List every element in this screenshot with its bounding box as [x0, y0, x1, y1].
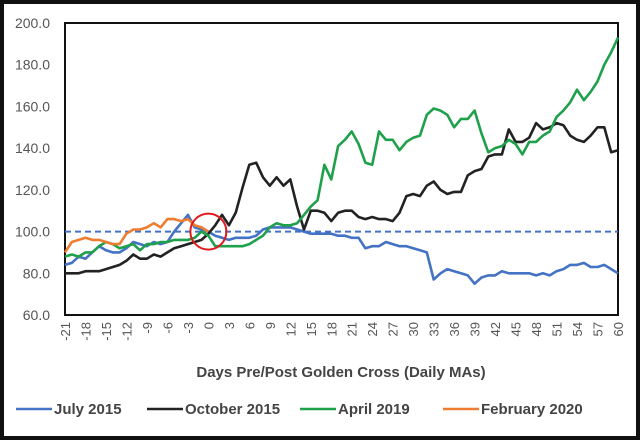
legend-label: February 2020: [481, 401, 583, 418]
y-tick-label: 60.0: [23, 307, 50, 323]
legend-label: July 2015: [54, 401, 122, 418]
x-tick-label: 42: [488, 322, 503, 336]
x-tick-label: 60: [611, 322, 626, 336]
legend-item: February 2020: [443, 401, 583, 418]
x-tick-label: 18: [324, 322, 339, 336]
x-tick-label: -15: [99, 322, 114, 341]
legend-label: April 2019: [338, 401, 410, 418]
y-tick-label: 100.0: [15, 224, 50, 240]
legend-item: October 2015: [147, 401, 280, 418]
y-tick-label: 140.0: [15, 140, 50, 156]
legend-item: July 2015: [16, 401, 122, 418]
x-tick-label: -21: [58, 322, 73, 341]
golden-cross-marker-circle: [189, 212, 228, 251]
x-tick-label: 57: [591, 322, 606, 336]
legend-item: April 2019: [300, 401, 410, 418]
y-tick-label: 120.0: [15, 182, 50, 198]
y-tick-label: 160.0: [15, 98, 50, 114]
x-tick-label: -18: [78, 322, 93, 341]
x-tick-label: 33: [427, 322, 442, 336]
x-tick-label: 24: [365, 322, 380, 336]
plot-area: [64, 22, 619, 316]
legend-label: October 2015: [185, 401, 280, 418]
x-tick-label: 27: [386, 322, 401, 336]
y-tick-label: 200.0: [15, 15, 50, 31]
x-tick-label: 30: [406, 322, 421, 336]
x-tick-label: -6: [160, 322, 175, 334]
x-tick-label: -3: [181, 322, 196, 334]
y-tick-label: 180.0: [15, 57, 50, 73]
x-tick-label: 15: [304, 322, 319, 336]
x-tick-label: 6: [242, 322, 257, 329]
x-tick-label: 36: [447, 322, 462, 336]
x-tick-label: 9: [263, 322, 278, 329]
x-axis-title: Days Pre/Post Golden Cross (Daily MAs): [196, 364, 485, 381]
x-tick-label: 39: [468, 322, 483, 336]
x-tick-label: 3: [222, 322, 237, 329]
y-tick-label: 80.0: [23, 265, 50, 281]
x-tick-label: 21: [345, 322, 360, 336]
x-tick-label: 51: [550, 322, 565, 336]
series-line-february-2020: [63, 217, 210, 254]
x-tick-label: 0: [201, 322, 216, 329]
series-line-october-2015: [65, 121, 619, 275]
x-tick-label: 54: [570, 322, 585, 336]
x-tick-label: -9: [140, 322, 155, 334]
x-tick-label: 48: [529, 322, 544, 336]
x-tick-label: 45: [509, 322, 524, 336]
x-tick-label: -12: [119, 322, 134, 341]
x-tick-label: 12: [283, 322, 298, 336]
series-line-april-2019: [64, 37, 620, 258]
